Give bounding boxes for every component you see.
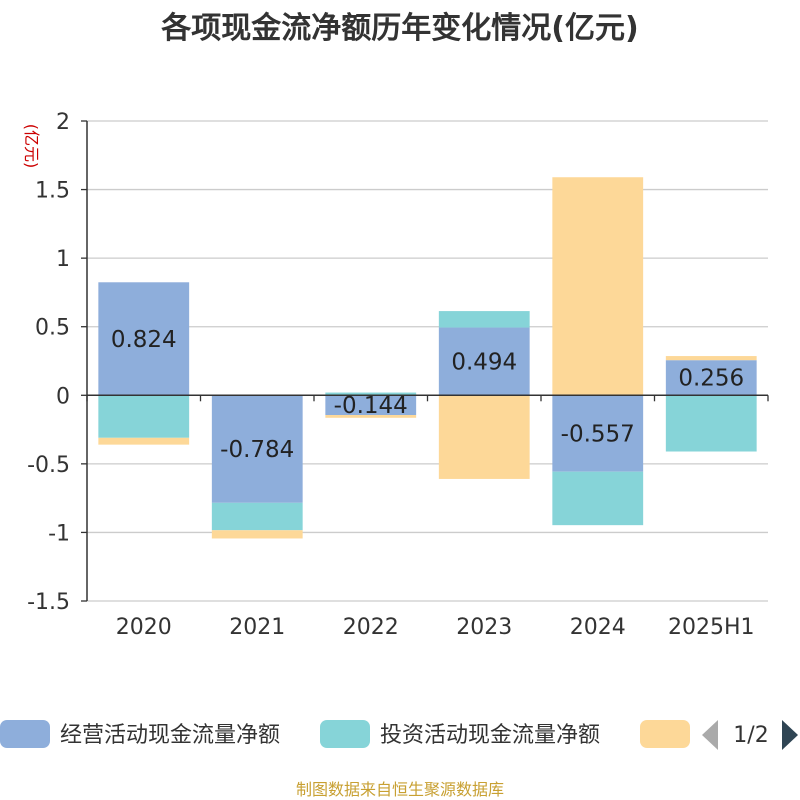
y-tick-label: 2 bbox=[56, 110, 70, 135]
legend-next-icon[interactable] bbox=[782, 720, 798, 750]
legend-swatch[interactable] bbox=[0, 720, 50, 748]
grid-lines bbox=[87, 120, 768, 602]
y-tick-label: 1.5 bbox=[35, 179, 70, 204]
bar-segment[interactable] bbox=[438, 311, 530, 328]
y-tick-label: -0.5 bbox=[27, 453, 70, 478]
y-tick-label: 0 bbox=[56, 384, 70, 409]
bar-segment[interactable] bbox=[98, 395, 190, 438]
x-tick-label: 2022 bbox=[343, 615, 399, 640]
legend-swatch[interactable] bbox=[320, 720, 370, 748]
bar-segment[interactable] bbox=[325, 395, 417, 416]
bar-segment[interactable] bbox=[552, 177, 644, 396]
bar-segment[interactable] bbox=[325, 392, 417, 396]
bar-segment[interactable] bbox=[665, 395, 757, 452]
bars bbox=[98, 177, 757, 539]
y-tick-label: -1 bbox=[48, 521, 70, 546]
bar-segment[interactable] bbox=[98, 282, 190, 396]
data-label: -0.557 bbox=[561, 421, 635, 447]
bar-segment[interactable] bbox=[552, 395, 644, 472]
bar-segment[interactable] bbox=[438, 327, 530, 396]
x-tick-label: 2020 bbox=[116, 615, 172, 640]
bar-segment[interactable] bbox=[98, 437, 190, 445]
x-tick-label: 2021 bbox=[229, 615, 285, 640]
bar-segment[interactable] bbox=[211, 395, 303, 503]
data-label: 0.256 bbox=[678, 366, 744, 392]
data-label: -0.784 bbox=[220, 437, 294, 463]
bar-segment[interactable] bbox=[325, 415, 417, 418]
x-tick-label: 2023 bbox=[456, 615, 512, 640]
legend-prev-icon[interactable] bbox=[702, 720, 718, 750]
axes: 2 1.5 1 0.5 0 -0.5 -1 -1.5 2020 2021 2022 2023 2024 2… bbox=[27, 110, 769, 640]
bar-segment[interactable] bbox=[665, 356, 757, 361]
data-labels: 0.824 -0.784 -0.144 0.494 -0.557 0.256 bbox=[111, 327, 744, 463]
y-axis-unit: (亿元) bbox=[22, 124, 41, 169]
legend-swatch[interactable] bbox=[640, 720, 690, 748]
source-note: 制图数据来自恒生聚源数据库 bbox=[296, 780, 504, 799]
y-tick-label: -1.5 bbox=[27, 590, 70, 615]
bar-segment[interactable] bbox=[438, 395, 530, 479]
bar-segment[interactable] bbox=[211, 502, 303, 531]
data-label: 0.824 bbox=[111, 327, 177, 353]
legend-label[interactable]: 经营活动现金流量净额 bbox=[60, 723, 280, 748]
data-label: 0.494 bbox=[451, 349, 517, 375]
x-tick-label: 2024 bbox=[570, 615, 626, 640]
legend: 经营活动现金流量净额 投资活动现金流量净额 1/2 bbox=[0, 720, 798, 750]
x-tick-label: 2025H1 bbox=[668, 615, 755, 640]
y-tick-label: 1 bbox=[56, 247, 70, 272]
bar-segment[interactable] bbox=[211, 530, 303, 539]
legend-label[interactable]: 投资活动现金流量净额 bbox=[380, 723, 600, 748]
bar-segment[interactable] bbox=[665, 360, 757, 396]
bar-segment[interactable] bbox=[552, 471, 644, 526]
data-label: -0.144 bbox=[334, 393, 408, 419]
legend-page-indicator: 1/2 bbox=[733, 723, 768, 748]
chart-title: 各项现金流净额历年变化情况(亿元) bbox=[160, 11, 638, 46]
y-tick-label: 0.5 bbox=[35, 316, 70, 341]
